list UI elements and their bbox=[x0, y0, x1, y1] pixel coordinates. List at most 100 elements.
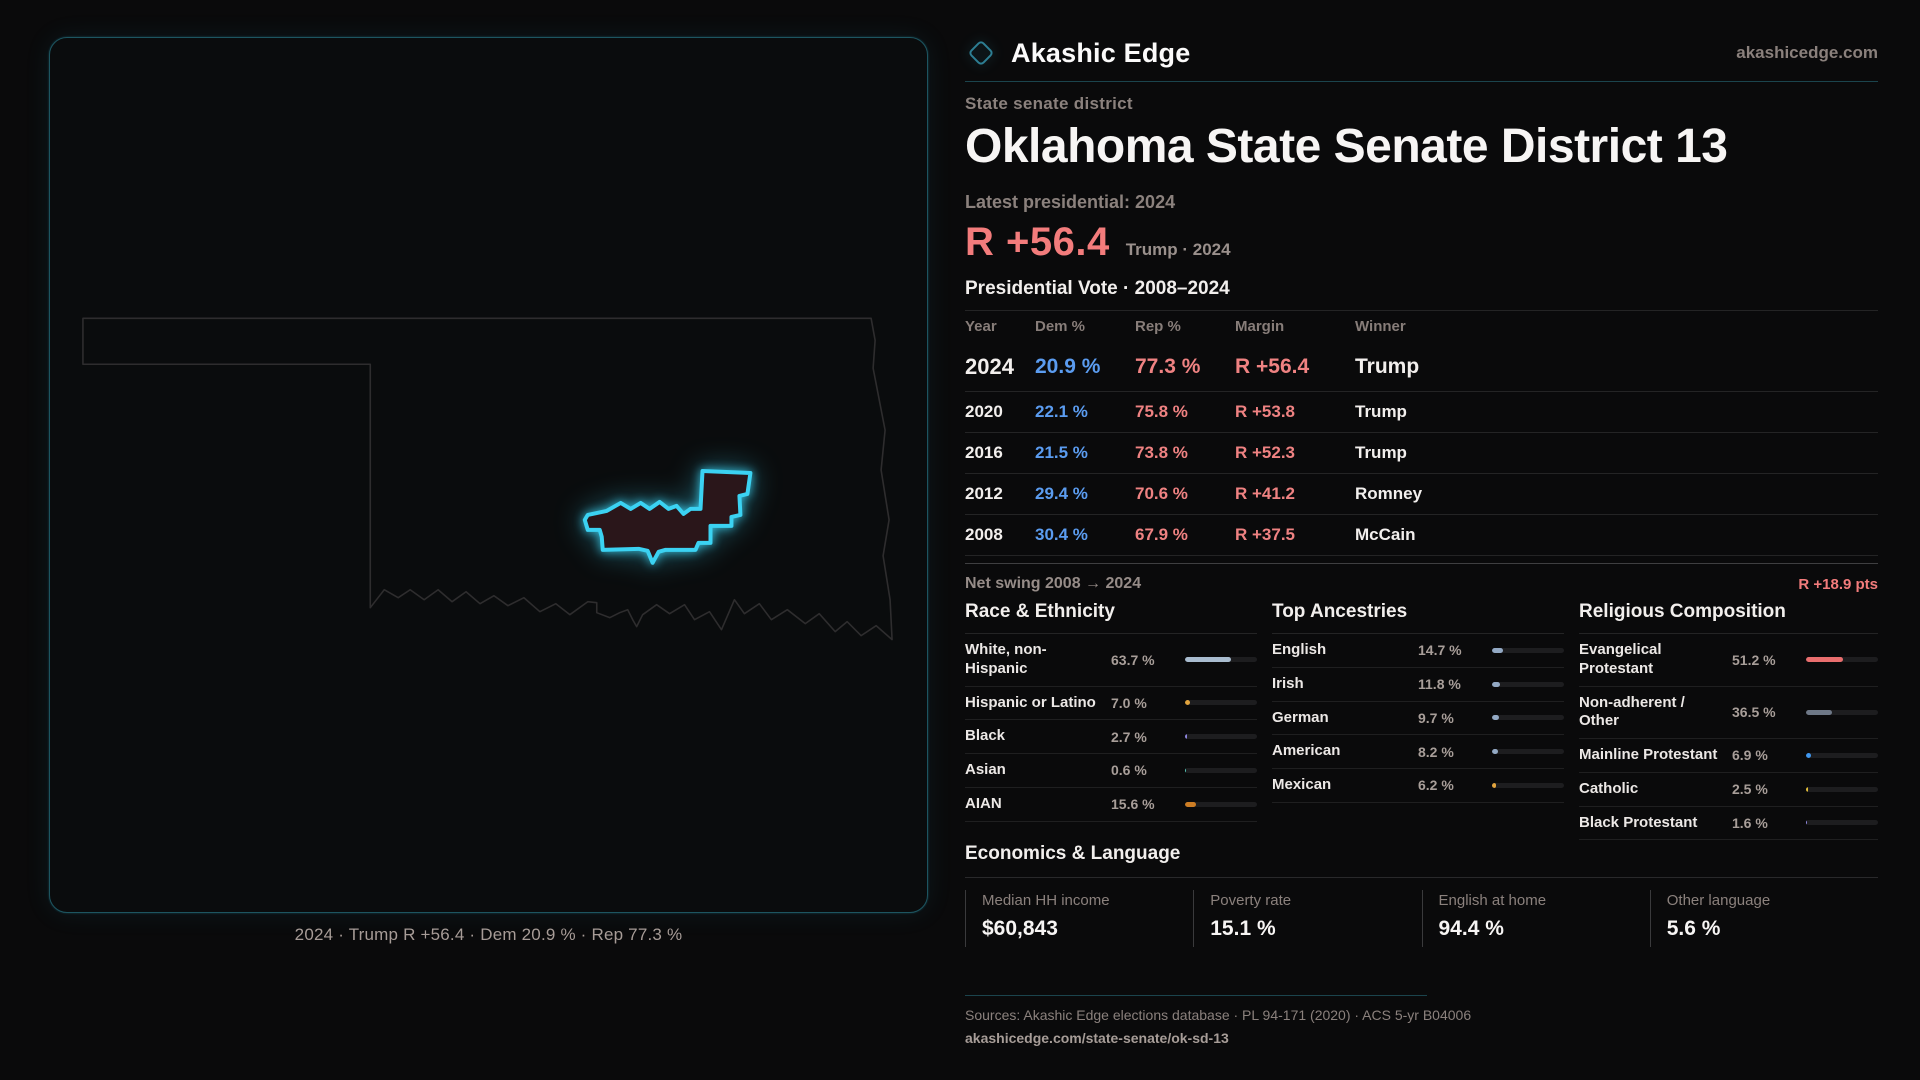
demographic-bar-track bbox=[1185, 657, 1257, 663]
demographic-bar-track bbox=[1492, 749, 1564, 755]
cell-winner: Trump bbox=[1355, 402, 1407, 421]
economic-stat-label: Median HH income bbox=[982, 892, 1110, 909]
demographic-label: Evangelical Protestant bbox=[1579, 641, 1662, 677]
brand-domain: akashicedge.com bbox=[1736, 43, 1878, 62]
demographic-row: English 14.7 % bbox=[1272, 634, 1564, 668]
cell-winner: Trump bbox=[1355, 354, 1420, 378]
demographic-row: Black 2.7 % bbox=[965, 720, 1257, 754]
demographic-column-title: Religious Composition bbox=[1579, 601, 1786, 622]
demographic-value: 2.7 % bbox=[1111, 728, 1147, 745]
cell-rep-pct: 70.6 % bbox=[1135, 484, 1188, 503]
demographic-value: 51.2 % bbox=[1732, 651, 1776, 668]
demographic-column: Top Ancestries English 14.7 % Irish 11.8 % Ge… bbox=[1272, 601, 1564, 840]
demographic-value: 6.9 % bbox=[1732, 747, 1768, 764]
demographic-label: American bbox=[1272, 742, 1341, 760]
page-title: Oklahoma State Senate District 13 bbox=[965, 120, 1728, 173]
cell-rep-pct: 73.8 % bbox=[1135, 443, 1188, 462]
vote-table-header: Year Dem % Rep % Margin Winner bbox=[965, 311, 1878, 342]
kicker-label: State senate district bbox=[965, 94, 1133, 113]
demographic-row: Irish 11.8 % bbox=[1272, 668, 1564, 702]
cell-winner: McCain bbox=[1355, 525, 1416, 544]
headline-margin: R +56.4 Trump · 2024 bbox=[965, 220, 1231, 265]
net-swing-value: R +18.9 pts bbox=[1798, 575, 1878, 593]
demographic-bar-fill bbox=[1806, 709, 1833, 715]
diamond-logo-icon bbox=[969, 41, 993, 65]
demographic-row: Hispanic or Latino 7.0 % bbox=[965, 687, 1257, 721]
vote-table-row: 2024 20.9 % 77.3 % R +56.4 Trump bbox=[965, 342, 1878, 392]
demographic-row: Mexican 6.2 % bbox=[1272, 769, 1564, 803]
cell-margin: R +56.4 bbox=[1235, 354, 1310, 378]
demographic-bar-fill bbox=[1806, 752, 1811, 758]
net-swing-row: Net swing 2008 → 2024 R +18.9 pts bbox=[965, 563, 1878, 593]
oklahoma-map bbox=[82, 317, 893, 641]
demographic-bar-fill bbox=[1185, 734, 1187, 740]
oklahoma-state-outline bbox=[82, 317, 893, 641]
economic-stat-value: 5.6 % bbox=[1666, 917, 1721, 940]
cell-margin: R +41.2 bbox=[1235, 484, 1296, 503]
demographic-row: Catholic 2.5 % bbox=[1579, 773, 1878, 807]
cell-margin: R +53.8 bbox=[1235, 402, 1296, 421]
economic-stat: English at home 94.4 % bbox=[1421, 890, 1650, 947]
demographic-bar-track bbox=[1492, 782, 1564, 788]
demographic-value: 6.2 % bbox=[1418, 777, 1454, 794]
demographic-bar-fill bbox=[1492, 715, 1499, 721]
demographic-label: Mexican bbox=[1272, 776, 1332, 793]
economic-stat-label: English at home bbox=[1438, 892, 1547, 909]
demographic-bar-track bbox=[1185, 700, 1257, 706]
economic-stat-value: $60,843 bbox=[982, 917, 1058, 940]
footer-sources: Sources: Akashic Edge elections database… bbox=[965, 1007, 1472, 1023]
map-caption: 2024 · Trump R +56.4 · Dem 20.9 % · Rep … bbox=[294, 925, 683, 944]
demographic-value: 15.6 % bbox=[1111, 796, 1155, 813]
cell-dem-pct: 29.4 % bbox=[1035, 484, 1088, 503]
demographic-label: German bbox=[1272, 708, 1329, 726]
economics-stats: Median HH income $60,843 Poverty rate 15.1 … bbox=[965, 890, 1878, 947]
demographic-label: Hispanic or Latino bbox=[965, 693, 1096, 711]
demographic-bar-track bbox=[1806, 752, 1878, 758]
cell-margin: R +37.5 bbox=[1235, 525, 1296, 544]
economic-stat: Poverty rate 15.1 % bbox=[1193, 890, 1421, 947]
demographic-label: Non-adherent / Other bbox=[1579, 693, 1685, 730]
demographic-bar-track bbox=[1806, 786, 1878, 792]
demographic-bar-fill bbox=[1806, 657, 1843, 663]
brand: Akashic Edge bbox=[965, 37, 1190, 69]
demographic-column: Religious Composition Evangelical Protest… bbox=[1579, 601, 1878, 841]
demographic-label: White, non-Hispanic bbox=[965, 641, 1047, 677]
cell-rep-pct: 67.9 % bbox=[1135, 525, 1188, 544]
demographic-row: Non-adherent / Other 36.5 % bbox=[1579, 687, 1878, 739]
economic-stat-label: Poverty rate bbox=[1210, 892, 1292, 909]
demographic-row: Mainline Protestant 6.9 % bbox=[1579, 739, 1878, 773]
latest-presidential-label: Latest presidential: 2024 bbox=[965, 192, 1176, 212]
demographic-bar-fill bbox=[1806, 786, 1808, 792]
demographic-value: 1.6 % bbox=[1732, 814, 1768, 831]
demographic-value: 9.7 % bbox=[1418, 709, 1454, 726]
demographic-value: 63.7 % bbox=[1111, 651, 1155, 668]
headline-margin-value: R +56.4 bbox=[965, 220, 1110, 264]
vote-table-body: 2024 20.9 % 77.3 % R +56.4 Trump 2020 22.1 % 75… bbox=[965, 342, 1878, 556]
demographic-label: AIAN bbox=[965, 794, 1002, 812]
demographic-bar-fill bbox=[1185, 700, 1191, 706]
demographic-bar-track bbox=[1492, 715, 1564, 721]
cell-year: 2012 bbox=[965, 484, 1003, 503]
cell-winner: Trump bbox=[1355, 443, 1407, 462]
vote-table-row: 2008 30.4 % 67.9 % R +37.5 McCain bbox=[965, 515, 1878, 556]
demographic-value: 0.6 % bbox=[1111, 762, 1147, 779]
demographic-column-title: Race & Ethnicity bbox=[965, 601, 1115, 622]
headline-margin-note: Trump · 2024 bbox=[1125, 240, 1231, 259]
demographic-rows: English 14.7 % Irish 11.8 % German 9.7 % Ameri… bbox=[1272, 633, 1564, 803]
demographic-bar-fill bbox=[1492, 681, 1501, 687]
cell-winner: Romney bbox=[1355, 484, 1423, 503]
demographic-row: Asian 0.6 % bbox=[965, 754, 1257, 788]
column-header: Dem % bbox=[1035, 318, 1086, 335]
footer-url: akashicedge.com/state-senate/ok-sd-13 bbox=[965, 1030, 1229, 1046]
economic-stat-value: 15.1 % bbox=[1210, 917, 1276, 940]
demographic-label: Catholic bbox=[1579, 779, 1639, 797]
cell-dem-pct: 22.1 % bbox=[1035, 402, 1088, 421]
demographic-column-title: Top Ancestries bbox=[1272, 601, 1408, 622]
economic-stat: Median HH income $60,843 bbox=[965, 890, 1193, 947]
demographic-bar-track bbox=[1492, 647, 1564, 653]
demographic-bar-fill bbox=[1492, 749, 1498, 755]
economic-stat-label: Other language bbox=[1666, 892, 1771, 909]
demographic-label: Black bbox=[965, 727, 1006, 745]
demographic-row: American 8.2 % bbox=[1272, 735, 1564, 769]
header-divider bbox=[965, 81, 1878, 82]
